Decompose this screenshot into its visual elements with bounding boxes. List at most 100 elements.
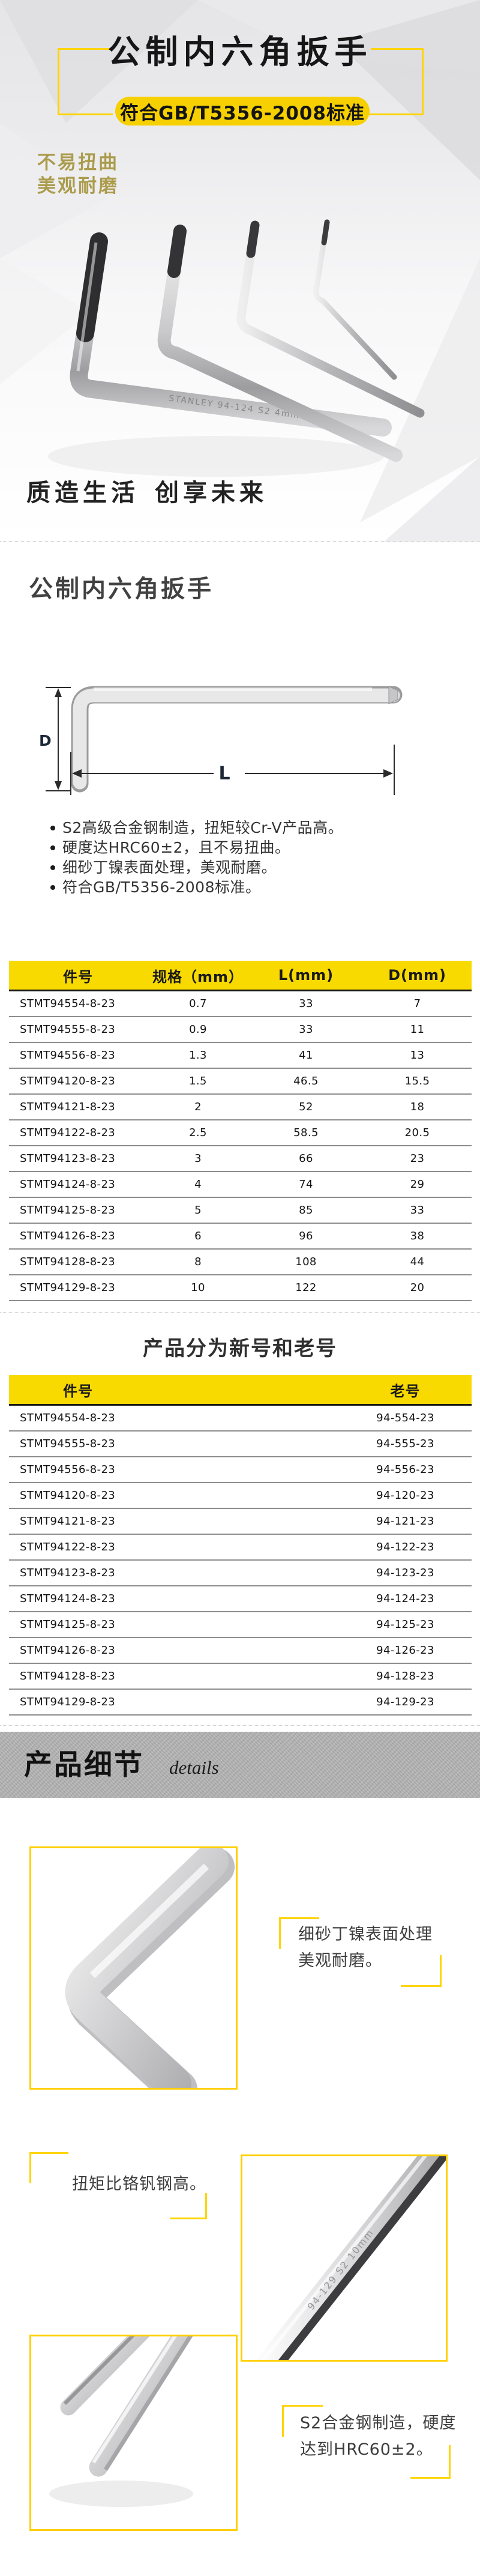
section-divider (0, 1312, 480, 1313)
table-cell: STMT94555-8-23 (9, 1017, 147, 1043)
spec-row: STMT94126-8-23 6 96 38 (9, 1223, 472, 1250)
table-cell: 2.5 (147, 1120, 249, 1146)
table-cell-spacer (147, 1457, 339, 1483)
table-cell: 94-129-23 (339, 1689, 472, 1716)
table-cell: 20.5 (363, 1120, 472, 1146)
bracket-tl (279, 1917, 319, 1919)
bracket-br (440, 1955, 442, 1987)
table-cell: STMT94125-8-23 (9, 1612, 147, 1638)
mapping-row: STMT94556-8-23 94-556-23 (9, 1457, 472, 1483)
table-cell: 122 (249, 1275, 363, 1301)
table-cell: 33 (249, 990, 363, 1017)
table-cell: STMT94120-8-23 (9, 1068, 147, 1095)
table-cell: 74 (249, 1172, 363, 1198)
mapping-row: STMT94128-8-23 94-128-23 (9, 1663, 472, 1690)
spec-row: STMT94124-8-23 4 74 29 (9, 1172, 472, 1198)
detail-photo-2: 94-129 S2 10mm (241, 2154, 448, 2362)
table-cell: 33 (249, 1017, 363, 1043)
table-cell: 5 (147, 1197, 249, 1224)
spec-row: STMT94129-8-23 10 122 20 (9, 1275, 472, 1301)
table-cell-spacer (147, 1663, 339, 1690)
table-cell-spacer (147, 1404, 339, 1432)
bracket-br (170, 2218, 207, 2219)
frame-left (58, 48, 59, 115)
table-cell: 13 (363, 1042, 472, 1069)
spec-row: STMT94122-8-23 2.5 58.5 20.5 (9, 1120, 472, 1146)
detail-photo-3 (29, 2335, 238, 2531)
bracket-tl (29, 2152, 68, 2154)
mapping-table: 件号 老号 STMT94554-8-23 94-554-23 STMT94555-8… (9, 1375, 472, 1716)
table-cell: STMT94555-8-23 (9, 1431, 147, 1457)
spec-table: 件号 规格（mm） L(mm) D(mm) STMT94554-8-23 0.7 3… (9, 961, 472, 1301)
mapping-row: STMT94555-8-23 94-555-23 (9, 1431, 472, 1457)
table-cell: STMT94556-8-23 (9, 1457, 147, 1483)
detail-text-3-line2: 达到HRC60±2。 (300, 2440, 433, 2459)
bracket-tl (29, 2152, 31, 2183)
mapping-row: STMT94554-8-23 94-554-23 (9, 1404, 472, 1432)
table-cell-spacer (147, 1431, 339, 1457)
table-cell: 1.3 (147, 1042, 249, 1069)
bracket-tl (282, 2405, 323, 2407)
table-cell: 20 (363, 1275, 472, 1301)
spec-header-size: 规格（mm） (147, 961, 249, 991)
table-cell: STMT94126-8-23 (9, 1223, 147, 1250)
table-cell: 4 (147, 1172, 249, 1198)
mapping-row: STMT94122-8-23 94-122-23 (9, 1534, 472, 1561)
table-cell: 44 (363, 1249, 472, 1275)
table-cell: STMT94121-8-23 (9, 1094, 147, 1120)
mapping-row: STMT94126-8-23 94-126-23 (9, 1637, 472, 1664)
mapping-header-row: 件号 老号 (9, 1375, 472, 1406)
section-divider (0, 541, 480, 542)
mapping-row: STMT94120-8-23 94-120-23 (9, 1483, 472, 1509)
table-cell: STMT94122-8-23 (9, 1534, 147, 1561)
table-cell: 96 (249, 1223, 363, 1250)
table-cell: STMT94125-8-23 (9, 1197, 147, 1224)
table-cell: 94-554-23 (339, 1404, 472, 1432)
table-cell: STMT94124-8-23 (9, 1172, 147, 1198)
feature-item: 符合GB/T5356-2008标准。 (49, 877, 343, 897)
spec-header-row: 件号 规格（mm） L(mm) D(mm) (9, 961, 472, 991)
spec-row: STMT94556-8-23 1.3 41 13 (9, 1042, 472, 1069)
feature-list: S2高级合金钢制造，扭矩较Cr-V产品高。 硬度达HRC60±2，且不易扭曲。 细砂… (49, 818, 343, 897)
mapping-row: STMT94121-8-23 94-121-23 (9, 1508, 472, 1535)
background-facets (0, 0, 480, 542)
table-cell: 0.9 (147, 1017, 249, 1043)
section-heading: 公制内六角扳手 (29, 575, 214, 603)
details-subtitle: details (169, 1757, 219, 1778)
spec-table-wrap: 件号 规格（mm） L(mm) D(mm) STMT94554-8-23 0.7 3… (9, 961, 472, 1301)
spec-row: STMT94554-8-23 0.7 33 7 (9, 990, 472, 1017)
table-cell: 94-120-23 (339, 1483, 472, 1509)
wrench-engraving-2: 94-129 S2 10mm (305, 2227, 376, 2312)
frame-bottom-right (368, 113, 424, 115)
table-cell: STMT94123-8-23 (9, 1560, 147, 1586)
table-cell: 41 (249, 1042, 363, 1069)
hero-slogan-line2: 美观耐磨 (37, 175, 119, 197)
table-cell: STMT94556-8-23 (9, 1042, 147, 1069)
spec-row: STMT94120-8-23 1.5 46.5 15.5 (9, 1068, 472, 1095)
table-cell: 58.5 (249, 1120, 363, 1146)
frame-bottom-left (58, 113, 113, 115)
table-cell: STMT94120-8-23 (9, 1483, 147, 1509)
dimension-diagram: D L (39, 686, 403, 795)
bracket-br (449, 2445, 451, 2479)
mapping-header-old: 老号 (339, 1375, 472, 1406)
detail-text-1-line2: 美观耐磨。 (298, 1952, 382, 1970)
table-cell: 52 (249, 1094, 363, 1120)
spec-header-d: D(mm) (363, 961, 472, 991)
table-cell: 108 (249, 1249, 363, 1275)
table-cell: 94-126-23 (339, 1637, 472, 1664)
section-divider (0, 1725, 480, 1726)
frame-top-right (371, 48, 424, 50)
table-cell: 94-555-23 (339, 1431, 472, 1457)
tagline-part2: 创享未来 (155, 479, 268, 507)
table-cell: 66 (249, 1146, 363, 1172)
table-cell: 2 (147, 1094, 249, 1120)
table-cell: STMT94554-8-23 (9, 1404, 147, 1432)
table-cell: 85 (249, 1197, 363, 1224)
table-cell: 1.5 (147, 1068, 249, 1095)
table-cell-spacer (147, 1689, 339, 1716)
detail-text-3: S2合金钢制造，硬度 达到HRC60±2。 (300, 2410, 456, 2463)
spec-row: STMT94125-8-23 5 85 33 (9, 1197, 472, 1224)
table-cell-spacer (147, 1612, 339, 1638)
